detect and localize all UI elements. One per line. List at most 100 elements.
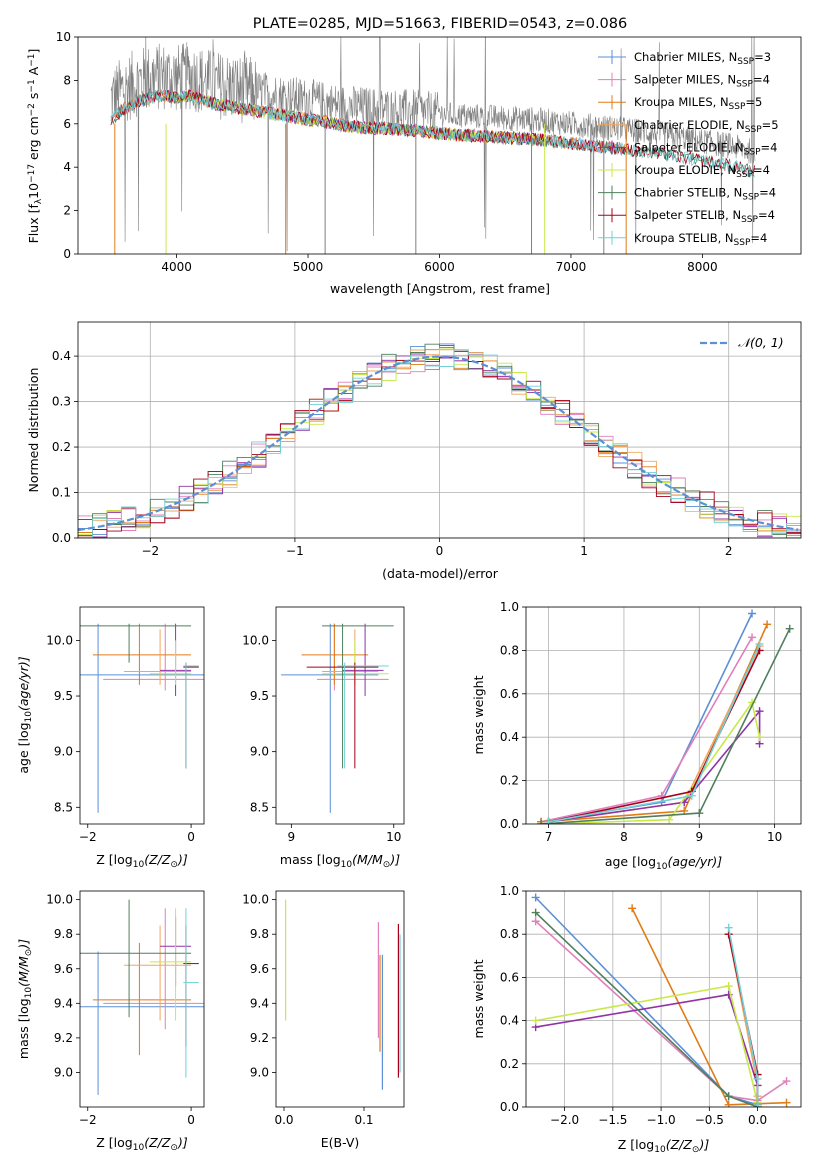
series-marker-kroupa_miles (628, 904, 637, 913)
label-part: Salpeter MILES, N (634, 73, 736, 87)
label-part: (Z/Z (666, 1137, 693, 1152)
label-part: ⊙ (24, 949, 34, 957)
y-tick-label: 9.6 (250, 962, 269, 976)
y-tick-label: 9.5 (250, 689, 269, 703)
series-marker-kroupa_elodie (724, 982, 733, 991)
y-tick-label: 0.0 (500, 1100, 519, 1114)
series-marker-kroupa_stelib (755, 639, 764, 648)
y-tick-label: 0.2 (500, 1057, 519, 1071)
label-part: age [log (16, 722, 31, 773)
y-tick-label: 10 (56, 30, 71, 44)
histogram-kroupa_stelib (78, 349, 801, 538)
y-axis-label: mass weight (471, 959, 486, 1038)
x-tick-label: 0.0 (748, 1113, 767, 1127)
plot-area (285, 899, 401, 1090)
x-axis-label: (data-model)/error (382, 566, 499, 581)
series-marker-kroupa_stelib (544, 817, 553, 824)
series-line-chabrier_miles (540, 613, 753, 823)
label-part: Z [log (96, 852, 132, 867)
series-line-kroupa_elodie (548, 700, 761, 824)
label-part: =4 (761, 140, 778, 154)
model-spectrum-chabrier_stelib (110, 90, 755, 179)
y-axis-label: mass [log10(M/M⊙)] (16, 939, 34, 1059)
legend: Chabrier MILES, NSSP=3 Salpeter MILES, N S… (598, 50, 779, 248)
label-part: Z [log (618, 1137, 654, 1152)
series-marker-kroupa_miles (782, 1098, 791, 1107)
series-marker-kroupa_stelib (753, 1074, 762, 1083)
label-part: )] (389, 852, 400, 867)
y-tick-label: 9.2 (54, 1031, 73, 1045)
y-tick-label: 9.0 (250, 1065, 269, 1079)
y-axis-label: Flux [fλ10−17 erg cm−2 s−1 A−1] (26, 49, 44, 244)
label-part: Kroupa ELODIE, N (634, 163, 736, 177)
series-line-salpeter_miles (535, 920, 787, 1102)
label-part: SSP (741, 215, 758, 225)
legend-entry: Kroupa MILES, NSSP=5 (634, 95, 762, 112)
legend-entry: Chabrier MILES, NSSP=3 (634, 50, 771, 67)
label-part: erg cm (26, 116, 41, 164)
panel-age_vs_mass: 9 10 8.5 9.0 9.5 10.0 (242, 606, 405, 844)
panel-mass_vs_ebv: 0.0 0.1 9.0 9.2 9.4 9.6 9.8 10.0 (242, 890, 405, 1127)
plot-area (526, 607, 801, 824)
series-marker-salpeter_miles (531, 917, 540, 926)
series-marker-chabrier_stelib (785, 624, 794, 633)
label-part: 10 (133, 1143, 145, 1153)
series-marker-kroupa_stelib (753, 1100, 762, 1107)
y-tick-label: 8 (63, 73, 71, 87)
axes-box (79, 606, 205, 825)
label-part: )] (16, 939, 31, 950)
chart-title: PLATE=0285, MJD=51663, FIBERID=0543, z=0… (253, 16, 627, 32)
label-part: =4 (750, 231, 767, 245)
series-marker-chabrier_miles (531, 893, 540, 902)
panel-spectrum: 4000 5000 6000 7000 8000 0 2 4 6 8 10 Chabrier MILE… (56, 30, 802, 274)
y-tick-label: 0.0 (52, 531, 71, 545)
x-tick-label: −2.0 (550, 1113, 579, 1127)
x-tick-label: −1 (286, 544, 304, 558)
legend-entry: Chabrier ELODIE, NSSP=5 (634, 118, 779, 135)
x-tick-label: −2 (141, 544, 159, 558)
label-part: =4 (753, 163, 770, 177)
x-axis-label: age [log10(age/yr)] (605, 854, 722, 872)
label-part: =3 (754, 50, 771, 64)
y-tick-label: 2 (63, 204, 71, 218)
axes-box (275, 890, 405, 1108)
x-tick-label: 8000 (687, 260, 718, 274)
y-tick-label: 9.2 (250, 1031, 269, 1045)
histogram-salpeter_stelib (78, 350, 801, 537)
x-tick-label: 8 (620, 830, 628, 844)
label-part: −17 (27, 164, 37, 183)
label-part: =5 (745, 95, 762, 109)
series-marker-kroupa_miles (724, 1100, 733, 1107)
model-spectrum-kroupa_stelib (110, 89, 755, 178)
y-tick-label: 10.0 (46, 633, 73, 647)
y-tick-label: 10.0 (242, 633, 269, 647)
x-tick-label: 7000 (556, 260, 587, 274)
y-tick-label: 0.1 (52, 486, 71, 500)
axes-frame: 0.0 0.1 9.0 9.2 9.4 9.6 9.8 10.0 (242, 890, 405, 1127)
label-part: =4 (759, 186, 776, 200)
y-tick-label: 1.0 (500, 884, 519, 898)
legend-entry: Chabrier STELIB, NSSP=4 (634, 186, 776, 203)
label-part: 10 (656, 862, 668, 872)
y-axis-label: age [log10(age/yr)] (16, 656, 34, 773)
axes-box (525, 606, 802, 825)
plot-area (78, 322, 801, 538)
label-part: 10 (24, 711, 34, 723)
y-tick-label: 0.6 (500, 687, 519, 701)
label-part: Kroupa MILES, N (634, 95, 729, 109)
x-axis-label: mass [log10(M/M⊙)] (280, 852, 400, 870)
label-part: Chabrier STELIB, N (634, 186, 742, 200)
x-tick-label: 7 (545, 830, 553, 844)
label-part: ⊙ (383, 860, 391, 870)
series-marker-salpeter_elodie (755, 707, 764, 716)
series-marker-kroupa_elodie (531, 1016, 540, 1025)
label-part: ] (26, 49, 41, 54)
plot-area (80, 623, 204, 813)
axes-box (525, 890, 802, 1108)
label-part: =4 (758, 208, 775, 222)
label-part: Z [log (96, 1135, 132, 1150)
legend-entry: Kroupa STELIB, NSSP=4 (634, 231, 767, 248)
x-tick-label: 0 (187, 1113, 195, 1127)
histogram-chabrier_stelib (78, 343, 801, 538)
